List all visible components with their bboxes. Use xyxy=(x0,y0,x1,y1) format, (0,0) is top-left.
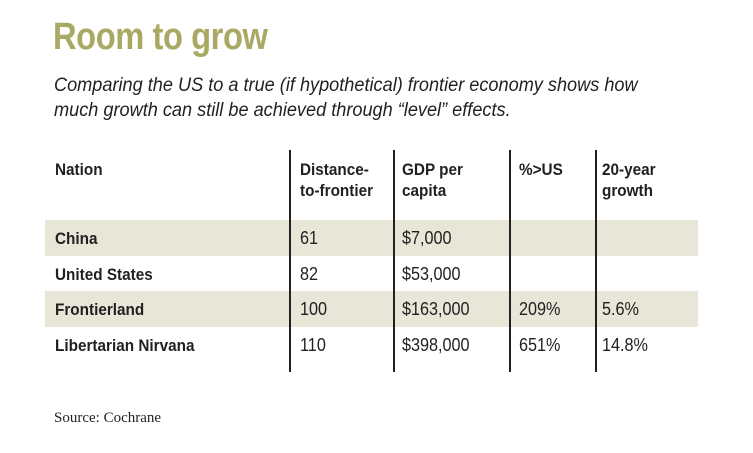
column-divider xyxy=(595,150,597,372)
cell-growth: 5.6% xyxy=(602,299,639,319)
row-band-frontierland xyxy=(45,291,698,327)
subtitle-line-1: Comparing the US to a true (if hypotheti… xyxy=(54,74,638,96)
header-nation: Nation xyxy=(55,160,103,179)
cell-growth: 14.8% xyxy=(602,335,648,355)
cell-nation: China xyxy=(55,229,98,248)
cell-gdp: $398,000 xyxy=(402,335,470,355)
header-gdp-per-capita: GDP per capita xyxy=(402,160,463,200)
header-distance-to-frontier: Distance- to-frontier xyxy=(300,160,374,200)
cell-nation: Frontierland xyxy=(55,300,145,319)
cell-pct-over-us: 651% xyxy=(519,335,561,355)
cell-distance: 100 xyxy=(300,299,328,319)
cell-gdp: $53,000 xyxy=(402,264,461,284)
cell-distance: 82 xyxy=(300,264,319,284)
cell-nation: Libertarian Nirvana xyxy=(55,336,195,355)
header-pct-over-us: %>US xyxy=(519,160,563,179)
chart-subtitle: Comparing the US to a true (if hypotheti… xyxy=(54,73,705,123)
source-note: Source: Cochrane xyxy=(54,410,162,426)
cell-distance: 61 xyxy=(300,228,319,248)
cell-distance: 110 xyxy=(300,335,326,355)
row-band-china xyxy=(45,220,698,256)
column-divider xyxy=(509,150,511,372)
cell-nation: United States xyxy=(55,265,153,284)
cell-gdp: $163,000 xyxy=(402,299,470,319)
header-20-year-growth: 20-year growth xyxy=(602,160,656,200)
column-divider xyxy=(289,150,291,372)
subtitle-line-2: much growth can still be achieved throug… xyxy=(54,99,511,121)
chart-title: Room to grow xyxy=(53,16,268,58)
cell-gdp: $7,000 xyxy=(402,228,452,248)
data-table: Nation Distance- to-frontier GDP per cap… xyxy=(45,150,698,372)
cell-pct-over-us: 209% xyxy=(519,299,561,319)
column-divider xyxy=(393,150,395,372)
